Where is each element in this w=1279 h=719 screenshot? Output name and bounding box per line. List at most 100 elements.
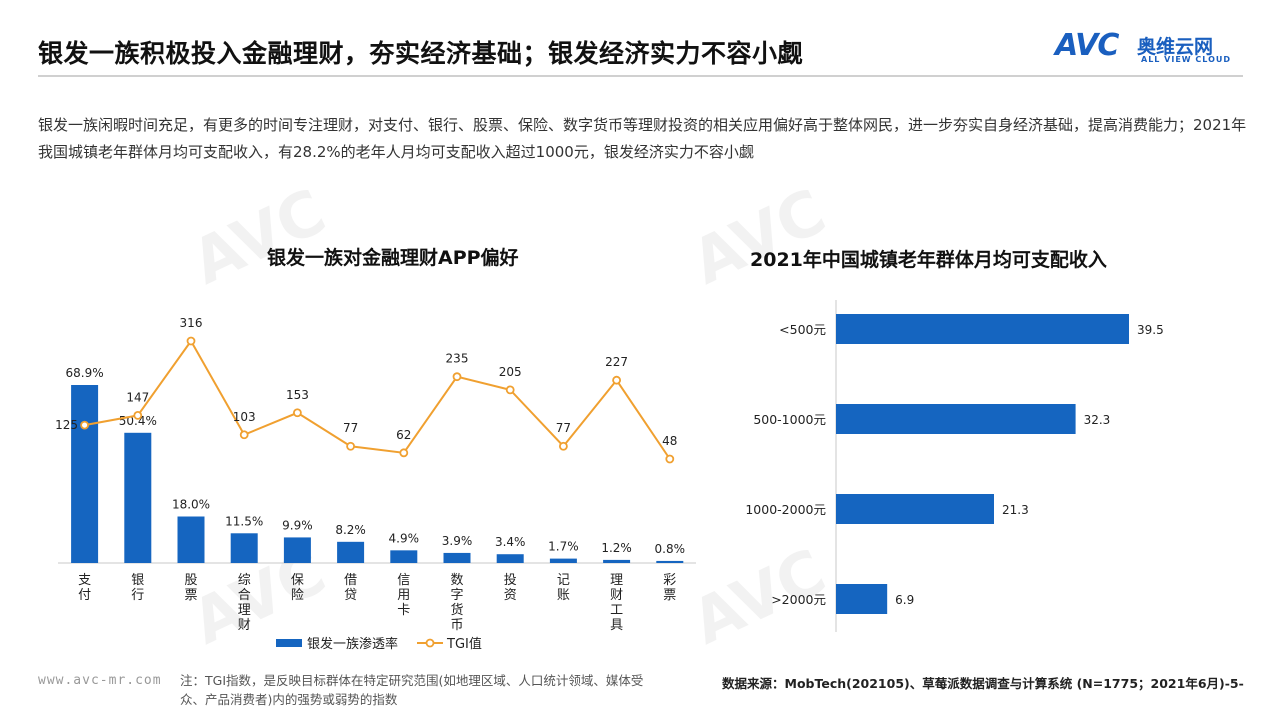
tgi-data-label: 227 <box>605 355 628 369</box>
legend-bar-label: 银发一族渗透率 <box>307 636 398 652</box>
bar-data-label: 18.0% <box>172 497 210 511</box>
category-tick-label: 行 <box>131 588 144 603</box>
category-tick-label: 合 <box>238 588 251 603</box>
hbar <box>836 314 1129 344</box>
tgi-point <box>80 420 89 430</box>
hbar <box>836 494 994 524</box>
hbar-data-label: 21.3 <box>1002 503 1029 517</box>
tgi-point <box>612 375 621 385</box>
category-tick-label: 财 <box>610 588 623 603</box>
category-tick-label: 工 <box>610 603 623 618</box>
category-tick-label: 股 <box>184 573 197 588</box>
tgi-point <box>399 448 409 458</box>
right-chart-title: 2021年中国城镇老年群体月均可支配收入 <box>750 249 1107 271</box>
category-tick-label: 字 <box>450 588 463 603</box>
tgi-data-label: 205 <box>499 365 522 379</box>
category-tick-label: 资 <box>504 588 517 603</box>
category-tick-label: 保 <box>291 573 304 588</box>
hbar-data-label: 39.5 <box>1137 323 1164 337</box>
tgi-data-label: 62 <box>396 428 411 442</box>
category-tick-label: 理 <box>610 573 623 588</box>
page-title: 银发一族积极投入金融理财，夯实经济基础；银发经济实力不容小觑 <box>38 39 804 68</box>
bar <box>337 541 365 563</box>
tgi-data-label: 77 <box>556 421 571 435</box>
footer-note: 注：TGI指数，是反映目标群体在特定研究范围(如地理区域、人口统计领域、媒体受众… <box>180 673 644 707</box>
category-tick-label: 用 <box>397 588 410 603</box>
category-tick-label: 借 <box>344 573 357 588</box>
tgi-point <box>239 430 249 440</box>
bar-data-label: 1.7% <box>548 540 579 554</box>
page-number: -5- <box>1224 676 1244 691</box>
hbar <box>836 584 888 614</box>
hbar-data-label: 6.9 <box>895 593 914 607</box>
tgi-line <box>84 339 671 460</box>
intro-paragraph: 银发一族闲暇时间充足，有更多的时间专注理财，对支付、银行、股票、保险、数字货币等… <box>38 116 1247 161</box>
category-tick-label: <500元 <box>779 322 826 337</box>
bar <box>656 560 684 563</box>
footer-url[interactable]: www.avc-mr.com <box>38 673 162 688</box>
category-tick-label: 500-1000元 <box>753 412 826 427</box>
tgi-data-label: 316 <box>180 316 203 330</box>
category-tick-label: 票 <box>663 588 676 603</box>
hbar-data-label: 32.3 <box>1084 413 1111 427</box>
bar-data-label: 0.8% <box>655 542 686 556</box>
category-tick-label: 货 <box>450 602 463 618</box>
title-divider <box>38 75 1243 77</box>
tgi-point <box>559 441 568 451</box>
category-tick-label: 彩 <box>663 573 676 588</box>
bar-data-label: 3.4% <box>495 535 526 549</box>
category-tick-label: 银 <box>131 573 144 588</box>
category-tick-label: 1000-2000元 <box>745 502 826 517</box>
category-tick-label: 理 <box>238 603 251 618</box>
tgi-data-label: 153 <box>286 388 309 402</box>
tgi-point <box>665 454 675 464</box>
category-tick-label: 投 <box>504 572 517 588</box>
bar <box>177 516 205 563</box>
left-chart-title: 银发一族对金融理财APP偏好 <box>267 247 519 269</box>
bar-data-label: 9.9% <box>282 518 313 532</box>
category-tick-label: 支 <box>78 573 91 588</box>
logo-chinese-name: 奥维云网 <box>1137 36 1214 58</box>
tgi-data-label: 125 <box>55 418 78 432</box>
bar <box>124 432 152 563</box>
category-tick-label: 综 <box>238 573 251 588</box>
category-tick-label: >2000元 <box>771 592 826 607</box>
category-tick-label: 信 <box>397 573 410 588</box>
bar-data-label: 68.9% <box>66 366 104 380</box>
category-tick-label: 贷 <box>344 588 357 603</box>
category-tick-label: 具 <box>610 618 623 633</box>
footer-source: 数据来源：MobTech(202105)、草莓派数据调查与计算系统 (N=177… <box>722 673 1244 692</box>
bar-data-label: 8.2% <box>335 523 366 537</box>
hbar <box>836 404 1076 434</box>
bar <box>230 533 258 563</box>
tgi-point <box>452 372 462 382</box>
legend-bar-swatch <box>276 639 302 647</box>
bar-data-label: 11.5% <box>225 514 263 528</box>
bar <box>390 550 418 563</box>
category-tick-label: 记 <box>557 573 570 588</box>
tgi-data-label: 77 <box>343 421 358 435</box>
tgi-data-label: 147 <box>126 390 149 404</box>
tgi-point <box>346 441 356 451</box>
tgi-point <box>133 411 143 420</box>
logo-wordmark: AVC <box>1055 28 1119 63</box>
tgi-point <box>186 336 196 346</box>
bar <box>603 559 631 563</box>
category-tick-label: 票 <box>184 588 197 603</box>
legend-line-marker <box>425 638 435 648</box>
bar <box>443 552 471 563</box>
category-tick-label: 财 <box>238 618 251 633</box>
bar <box>71 385 99 563</box>
bar <box>496 554 524 563</box>
category-tick-label: 付 <box>78 588 91 603</box>
bar-data-label: 3.9% <box>442 534 473 548</box>
bar-data-label: 1.2% <box>601 541 632 555</box>
brand-logo: AVC 奥维云网 ALL VIEW CLOUD <box>1055 28 1245 68</box>
tgi-data-label: 235 <box>446 352 469 366</box>
category-tick-label: 卡 <box>397 603 410 618</box>
tgi-point <box>505 385 515 395</box>
bar-data-label: 4.9% <box>389 531 420 545</box>
bar <box>283 537 311 563</box>
tgi-point <box>292 408 302 418</box>
